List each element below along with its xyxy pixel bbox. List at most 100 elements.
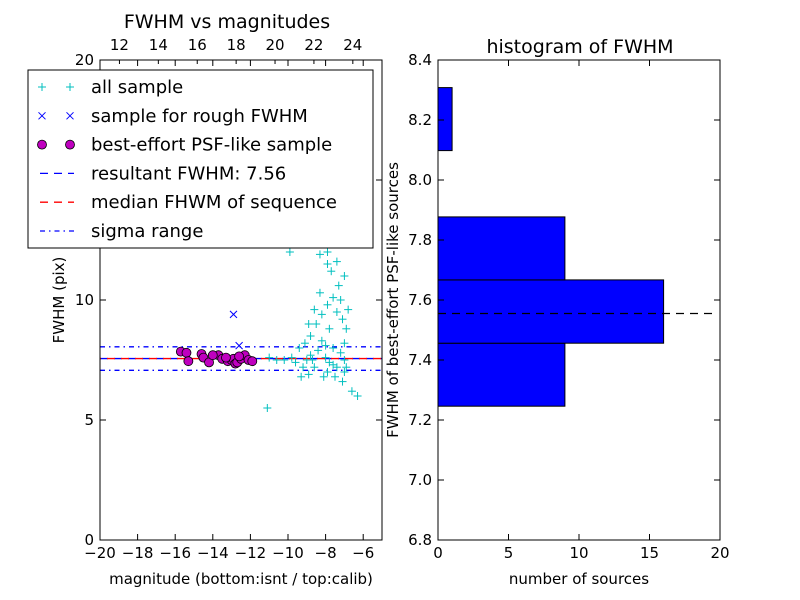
histogram-bar <box>438 279 665 344</box>
psf-sample-point <box>207 350 218 361</box>
legend: all sample sample for rough FWHM best-effo… <box>27 69 374 249</box>
all-sample-point <box>344 305 353 314</box>
histogram-bar <box>438 87 453 152</box>
all-sample-point <box>299 363 308 372</box>
y-tick-label: 7.8 <box>408 231 432 249</box>
histogram-xlabel: number of sources <box>509 570 649 588</box>
x-tick-label: −6 <box>352 544 374 562</box>
all-sample-point <box>297 372 306 381</box>
all-sample-point <box>340 339 349 348</box>
x-tick-label: 10 <box>569 544 588 562</box>
all-sample-point <box>291 358 300 367</box>
top-x-tick-label: 16 <box>188 36 207 54</box>
y-tick-label: 5 <box>84 411 94 429</box>
all-sample-point <box>340 272 349 280</box>
legend-entry: sigma range <box>40 221 203 242</box>
all-sample-point <box>323 368 332 376</box>
all-sample-point <box>329 293 338 302</box>
all-sample-point <box>342 324 351 333</box>
legend-entry: median FHWM of sequence <box>40 192 337 213</box>
x-tick-label: −12 <box>235 544 267 562</box>
all-sample-point <box>340 368 349 376</box>
all-sample-point <box>315 250 324 259</box>
legend-label: sample for rough FWHM <box>91 106 308 127</box>
all-sample-point <box>265 353 274 362</box>
y-tick-label: 7.2 <box>408 411 432 429</box>
all-sample-point <box>323 300 332 309</box>
all-sample-point <box>323 248 332 256</box>
y-tick-label: 6.8 <box>408 531 432 549</box>
top-x-tick-label: 14 <box>149 36 168 54</box>
histogram-ylabel: FWHM of best-effort PSF-like sources <box>384 162 402 438</box>
all-sample-point <box>280 356 289 364</box>
all-sample-point <box>340 356 349 364</box>
psf-sample-point <box>183 356 194 367</box>
psf-sample-point <box>221 352 231 363</box>
x-tick-label: −16 <box>159 544 191 562</box>
all-sample-point <box>312 320 321 328</box>
all-sample-point <box>308 356 317 364</box>
all-sample-point <box>263 404 272 412</box>
all-sample-point <box>315 288 324 297</box>
legend-entry: all sample <box>38 77 183 98</box>
top-x-tick-label: 20 <box>265 36 284 54</box>
legend-label: sigma range <box>91 221 203 242</box>
histogram-bar <box>438 342 566 407</box>
all-sample-point <box>336 296 345 304</box>
all-sample-point <box>304 370 313 379</box>
legend-label: best-effort PSF-like sample <box>91 135 332 156</box>
all-sample-point <box>332 308 341 316</box>
all-sample-point <box>317 310 326 319</box>
y-tick-label: 20 <box>75 51 94 69</box>
all-sample-point <box>306 332 315 340</box>
histogram-bar <box>438 216 566 281</box>
top-x-tick-label: 24 <box>343 36 362 54</box>
all-sample-point <box>334 281 343 290</box>
scatter-ylabel: FWHM (pix) <box>50 257 68 344</box>
scatter-title: FWHM vs magnitudes <box>124 11 330 33</box>
histogram-title: histogram of FWHM <box>486 36 673 58</box>
y-tick-label: 8.4 <box>408 51 432 69</box>
legend-label: resultant FWHM: 7.56 <box>91 163 286 184</box>
y-tick-label: 7.4 <box>408 351 432 369</box>
rough-fwhm-point <box>229 310 238 319</box>
all-sample-point <box>319 372 328 381</box>
all-sample-point <box>272 356 281 364</box>
x-tick-label: −14 <box>197 544 229 562</box>
psf-sample-point <box>181 347 192 358</box>
all-sample-point <box>287 353 296 362</box>
all-sample-point <box>329 344 338 352</box>
all-sample-point <box>338 377 347 386</box>
all-sample-point <box>285 248 294 256</box>
all-sample-point <box>306 351 315 360</box>
x-tick-label: −10 <box>272 544 304 562</box>
y-tick-label: 7.6 <box>408 291 432 309</box>
x-tick-label: 15 <box>640 544 659 562</box>
y-tick-label: 8.2 <box>408 111 432 129</box>
scatter-xlabel: magnitude (bottom:isnt / top:calib) <box>109 570 373 588</box>
all-sample-point <box>331 372 339 381</box>
top-x-tick-label: 18 <box>227 36 246 54</box>
all-sample-point <box>295 344 304 352</box>
x-tick-label: 20 <box>710 544 729 562</box>
legend-label: median FHWM of sequence <box>91 192 337 213</box>
legend-entry: sample for rough FWHM <box>38 106 308 127</box>
psf-sample-point <box>247 356 258 367</box>
legend-entry: best-effort PSF-like sample <box>37 135 332 156</box>
all-sample-point <box>347 387 356 396</box>
rough-fwhm-point <box>235 341 243 350</box>
x-tick-label: −8 <box>315 544 337 562</box>
legend-entry: resultant FWHM: 7.56 <box>40 163 286 184</box>
all-sample-point <box>321 341 330 350</box>
y-tick-label: 8.0 <box>408 171 432 189</box>
y-tick-label: 7.0 <box>408 471 432 489</box>
all-sample-point <box>321 353 330 362</box>
legend-label: all sample <box>91 77 183 98</box>
all-sample-point <box>353 392 362 400</box>
all-sample-point <box>300 339 309 348</box>
all-sample-point <box>323 260 332 268</box>
x-tick-label: 0 <box>433 544 443 562</box>
all-sample-point <box>304 320 313 328</box>
top-x-tick-label: 12 <box>110 36 129 54</box>
